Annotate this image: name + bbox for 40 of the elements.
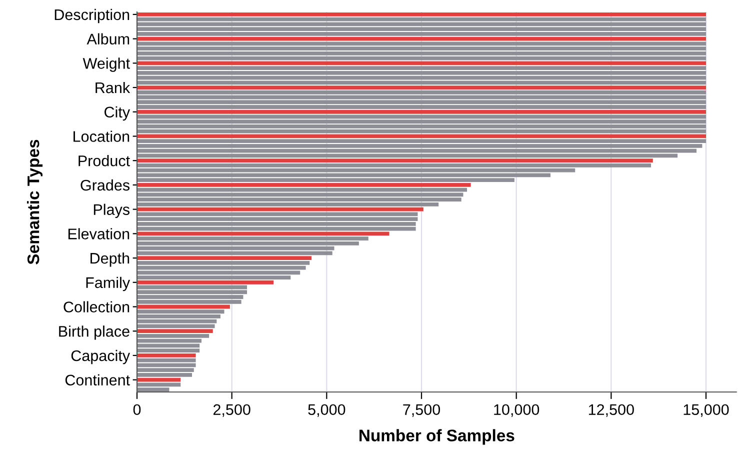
y-tick-label: Location [74, 130, 130, 142]
x-tick-label: 10,000 [494, 404, 540, 417]
y-tick-label: Family [86, 276, 130, 292]
bar [137, 86, 706, 90]
y-tick-label: Plays [94, 204, 130, 218]
y-tick-label: Description [54, 8, 130, 24]
y-tick-label: Capacity [71, 350, 130, 364]
bar [137, 61, 706, 66]
y-tick-label: Grades [80, 179, 130, 191]
bar [137, 158, 653, 163]
x-tick-label: 2,500 [213, 404, 250, 417]
x-tick-label: 12,500 [588, 404, 634, 417]
x-tick-label: 0 [133, 404, 141, 416]
bar [137, 207, 424, 212]
bar [137, 183, 471, 187]
bar [137, 134, 706, 138]
bar [137, 110, 706, 114]
y-tick-label: Album [86, 33, 130, 44]
y-tick-label: Birth place [59, 326, 130, 340]
y-tick-label: Continent [65, 374, 130, 386]
y-tick-label: Collection [64, 301, 130, 312]
bar [137, 329, 213, 334]
x-tick-label: 15,000 [684, 404, 729, 417]
y-tick-label: Rank [96, 82, 130, 94]
bar [137, 280, 274, 284]
y-tick-label: City [104, 106, 130, 121]
y-tick-label: Product [78, 155, 130, 166]
bar [137, 354, 196, 358]
y-tick-label: Elevation [68, 228, 130, 240]
bar [137, 256, 312, 260]
y-tick-label: Weight [82, 58, 130, 72]
x-tick-label: 5,000 [308, 404, 346, 417]
y-axis-title: Semantic Types [26, 140, 43, 264]
bar [137, 378, 181, 382]
x-tick-label: 7,500 [403, 404, 440, 417]
x-axis-title: Number of Samples [360, 429, 514, 445]
bar [137, 12, 706, 16]
y-tick-label: Depth [90, 252, 130, 267]
bar [137, 232, 390, 236]
bar [137, 36, 706, 41]
